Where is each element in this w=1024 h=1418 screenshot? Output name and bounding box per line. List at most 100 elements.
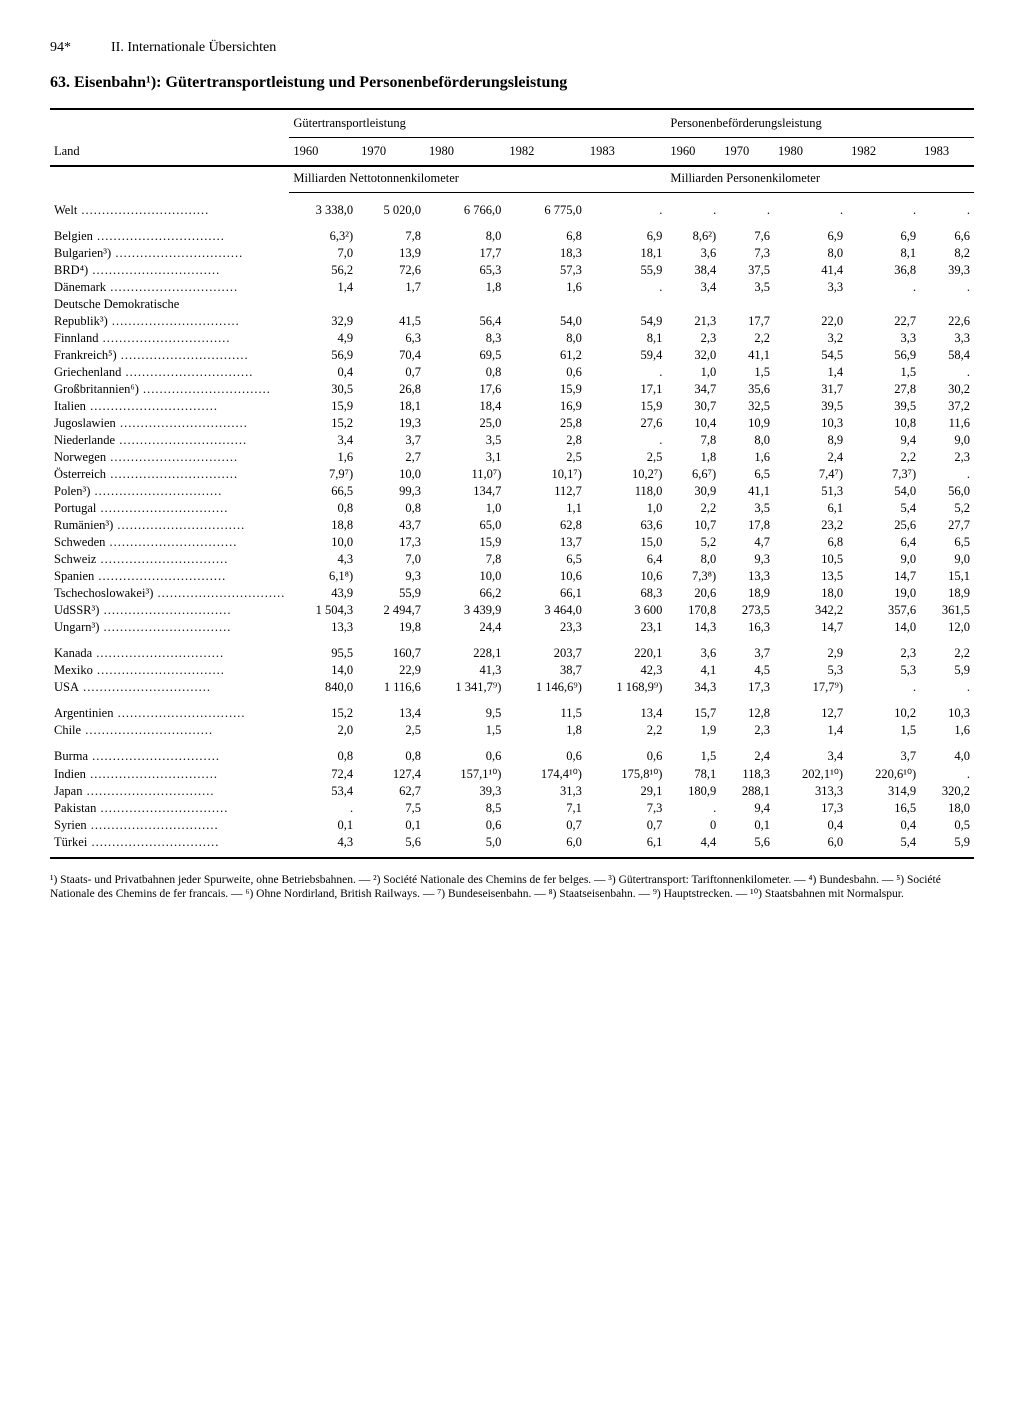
value-cell: 55,9 xyxy=(357,585,425,602)
value-cell: 56,2 xyxy=(289,262,357,279)
value-cell: 0,6 xyxy=(505,739,585,765)
value-cell: 62,8 xyxy=(505,517,585,534)
value-cell: 37,2 xyxy=(920,398,974,415)
value-cell: 6,3 xyxy=(357,330,425,347)
value-cell: 15,1 xyxy=(920,568,974,585)
value-cell: 10,8 xyxy=(847,415,920,432)
value-cell: 0,4 xyxy=(289,364,357,381)
value-cell: 7,1 xyxy=(505,800,585,817)
country-cell: Rumänien³) xyxy=(50,517,289,534)
value-cell: 15,9 xyxy=(425,534,505,551)
value-cell: 203,7 xyxy=(505,636,585,662)
value-cell: 8,9 xyxy=(774,432,847,449)
country-cell: USA xyxy=(50,679,289,696)
value-cell: 5,6 xyxy=(357,834,425,851)
value-cell: 8,3 xyxy=(425,330,505,347)
table-row: Welt3 338,05 020,06 766,06 775,0...... xyxy=(50,193,974,220)
value-cell: 14,3 xyxy=(666,619,720,636)
value-cell: 8,0 xyxy=(505,330,585,347)
value-cell: 4,3 xyxy=(289,834,357,851)
value-cell: 2,4 xyxy=(774,449,847,466)
value-cell: 3,6 xyxy=(666,636,720,662)
table-row: Italien15,918,118,416,915,930,732,539,53… xyxy=(50,398,974,415)
value-cell: 1,6 xyxy=(720,449,774,466)
value-cell: 127,4 xyxy=(357,765,425,783)
value-cell: 17,6 xyxy=(425,381,505,398)
value-cell: 6,9 xyxy=(847,219,920,245)
value-cell: 19,3 xyxy=(357,415,425,432)
value-cell: 2,2 xyxy=(847,449,920,466)
table-row: Rumänien³)18,843,765,062,863,610,717,823… xyxy=(50,517,974,534)
value-cell: . xyxy=(920,279,974,296)
value-cell: 5,9 xyxy=(920,834,974,851)
value-cell: . xyxy=(666,800,720,817)
value-cell: 23,3 xyxy=(505,619,585,636)
value-cell: 18,4 xyxy=(425,398,505,415)
value-cell: 7,0 xyxy=(289,245,357,262)
value-cell: 7,6 xyxy=(720,219,774,245)
table-row: Republik³)32,941,556,454,054,921,317,722… xyxy=(50,313,974,330)
value-cell: 7,9⁷) xyxy=(289,466,357,483)
table-row: Portugal0,80,81,01,11,02,23,56,15,45,2 xyxy=(50,500,974,517)
value-cell: 32,9 xyxy=(289,313,357,330)
value-cell: 1,4 xyxy=(289,279,357,296)
value-cell: 11,0⁷) xyxy=(425,466,505,483)
table-row: Chile2,02,51,51,82,21,92,31,41,51,6 xyxy=(50,722,974,739)
value-cell: 8,5 xyxy=(425,800,505,817)
value-cell: 202,1¹⁰) xyxy=(774,765,847,783)
table-title: 63. Eisenbahn¹): Gütertransportleistung … xyxy=(50,74,974,92)
value-cell: 38,4 xyxy=(666,262,720,279)
value-cell: 1,0 xyxy=(425,500,505,517)
value-cell: 5,3 xyxy=(774,662,847,679)
value-cell: 25,0 xyxy=(425,415,505,432)
value-cell: 10,3 xyxy=(920,696,974,722)
value-cell: 4,7 xyxy=(720,534,774,551)
value-cell: 35,6 xyxy=(720,381,774,398)
value-cell: 320,2 xyxy=(920,783,974,800)
value-cell: 72,6 xyxy=(357,262,425,279)
table-bottom-rule xyxy=(50,857,974,859)
value-cell: 1,5 xyxy=(666,739,720,765)
value-cell: 118,0 xyxy=(586,483,666,500)
value-cell: 6,4 xyxy=(586,551,666,568)
value-cell: 2,7 xyxy=(357,449,425,466)
value-cell: 6,8 xyxy=(505,219,585,245)
value-cell: 34,7 xyxy=(666,381,720,398)
value-cell: 0,6 xyxy=(505,364,585,381)
value-cell: . xyxy=(847,193,920,220)
value-cell: 17,7 xyxy=(425,245,505,262)
value-cell: 10,6 xyxy=(586,568,666,585)
value-cell: 22,0 xyxy=(774,313,847,330)
value-cell: 31,3 xyxy=(505,783,585,800)
country-cell: Republik³) xyxy=(50,313,289,330)
value-cell: 18,9 xyxy=(720,585,774,602)
country-cell: Japan xyxy=(50,783,289,800)
value-cell: 58,4 xyxy=(920,347,974,364)
country-cell: Niederlande xyxy=(50,432,289,449)
value-cell: 10,2 xyxy=(847,696,920,722)
value-cell: 72,4 xyxy=(289,765,357,783)
value-cell: . xyxy=(847,279,920,296)
value-cell: 0,5 xyxy=(920,817,974,834)
value-cell: 314,9 xyxy=(847,783,920,800)
page-header: 94* II. Internationale Übersichten xyxy=(50,40,974,56)
value-cell: 3,5 xyxy=(425,432,505,449)
value-cell: 16,9 xyxy=(505,398,585,415)
value-cell: 5,6 xyxy=(720,834,774,851)
value-cell: 41,4 xyxy=(774,262,847,279)
value-cell: 30,7 xyxy=(666,398,720,415)
value-cell: 9,5 xyxy=(425,696,505,722)
table-row: Frankreich⁵)56,970,469,561,259,432,041,1… xyxy=(50,347,974,364)
value-cell: 17,7⁹) xyxy=(774,679,847,696)
value-cell: 7,0 xyxy=(357,551,425,568)
value-cell: 3 338,0 xyxy=(289,193,357,220)
value-cell: 2,3 xyxy=(666,330,720,347)
value-cell: 17,3 xyxy=(774,800,847,817)
value-cell: 361,5 xyxy=(920,602,974,619)
value-cell: 134,7 xyxy=(425,483,505,500)
value-cell: 0,6 xyxy=(586,739,666,765)
country-cell: Syrien xyxy=(50,817,289,834)
country-cell: Norwegen xyxy=(50,449,289,466)
value-cell: 54,9 xyxy=(586,313,666,330)
country-cell: BRD⁴) xyxy=(50,262,289,279)
